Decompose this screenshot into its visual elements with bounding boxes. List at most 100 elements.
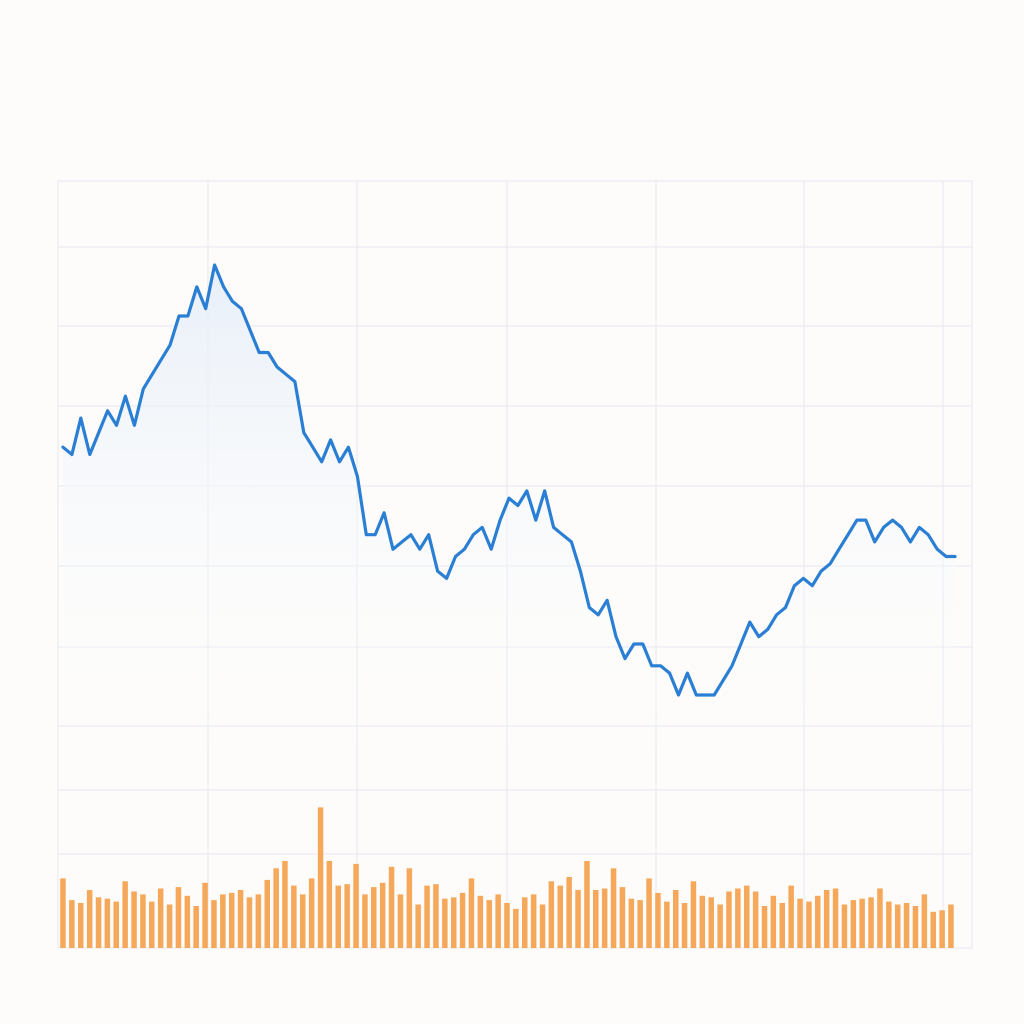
volume-bar-98 xyxy=(930,911,936,949)
volume-bar-5 xyxy=(104,898,111,948)
volume-bar-30 xyxy=(326,861,333,948)
volume-bar-23 xyxy=(264,879,270,948)
volume-bar-62 xyxy=(610,868,617,949)
volume-bar-46 xyxy=(468,878,475,948)
volume-bar-79 xyxy=(761,906,768,948)
volume-bar-48 xyxy=(486,900,492,948)
price-area-fill xyxy=(63,265,955,760)
volume-bar-71 xyxy=(690,881,697,948)
volume-bar-64 xyxy=(628,898,635,948)
volume-bar-41 xyxy=(424,885,430,948)
volume-bar-0 xyxy=(60,878,66,948)
volume-bar-14 xyxy=(184,895,191,948)
volume-bar-80 xyxy=(770,895,777,948)
volume-bar-25 xyxy=(282,861,288,948)
volume-bar-93 xyxy=(886,901,892,948)
volume-bar-33 xyxy=(353,863,359,948)
volume-bar-67 xyxy=(655,892,661,948)
volume-bar-11 xyxy=(157,888,164,948)
volume-bar-26 xyxy=(291,885,297,948)
volume-bar-8 xyxy=(131,891,137,949)
volume-bar-45 xyxy=(459,892,466,948)
volume-bar-39 xyxy=(406,868,413,949)
volume-bar-50 xyxy=(504,903,510,948)
volume-bar-85 xyxy=(815,895,821,948)
volume-bar-15 xyxy=(193,906,199,948)
volume-bar-76 xyxy=(735,888,741,948)
volume-bar-69 xyxy=(673,890,679,948)
volume-bar-17 xyxy=(211,900,217,948)
volume-bar-77 xyxy=(744,885,750,948)
volume-bar-63 xyxy=(619,887,626,948)
volume-bar-90 xyxy=(859,898,865,948)
volume-bar-42 xyxy=(433,884,439,948)
volume-bar-2 xyxy=(78,903,84,948)
volume-bar-38 xyxy=(397,894,404,948)
volume-bar-3 xyxy=(86,890,93,948)
volume-bar-4 xyxy=(95,897,102,949)
volume-bar-32 xyxy=(344,884,350,948)
volume-bar-19 xyxy=(229,892,235,948)
volume-bar-75 xyxy=(726,891,732,949)
volume-bar-58 xyxy=(575,890,581,948)
volume-bar-12 xyxy=(166,904,173,948)
volume-bar-82 xyxy=(788,885,794,948)
volume-bar-92 xyxy=(877,888,883,948)
volume-bar-74 xyxy=(717,904,723,948)
volume-bar-29 xyxy=(317,807,324,949)
volume-bars xyxy=(60,807,954,949)
area-layer xyxy=(63,265,955,760)
volume-bar-16 xyxy=(202,882,208,949)
volume-bar-7 xyxy=(122,881,128,948)
volume-bar-57 xyxy=(566,877,572,948)
volume-bar-73 xyxy=(708,897,714,949)
price-line xyxy=(61,263,957,697)
volume-bar-84 xyxy=(806,901,812,948)
volume-bar-6 xyxy=(113,901,119,948)
volume-bar-89 xyxy=(850,900,857,948)
volume-bar-49 xyxy=(495,894,501,948)
volume-bar-96 xyxy=(912,906,919,948)
volume-bar-95 xyxy=(903,903,910,948)
volume-bar-88 xyxy=(841,904,848,948)
volume-bar-28 xyxy=(308,878,315,948)
volume-bar-86 xyxy=(823,890,830,948)
price-line-layer xyxy=(61,263,957,697)
volume-bar-68 xyxy=(664,901,670,948)
volume-bar-9 xyxy=(140,894,146,948)
volume-bar-47 xyxy=(477,895,484,948)
volume-bar-27 xyxy=(300,894,306,948)
volume-bar-65 xyxy=(637,900,643,948)
volume-bar-99 xyxy=(939,910,945,948)
volume-bar-1 xyxy=(69,900,75,948)
volume-bar-100 xyxy=(948,904,954,948)
volume-bar-21 xyxy=(246,897,253,949)
volume-bar-61 xyxy=(601,888,608,948)
volume-bar-18 xyxy=(220,894,226,948)
volume-bar-83 xyxy=(797,898,803,948)
volume-bar-35 xyxy=(371,887,377,948)
volume-bar-51 xyxy=(513,908,519,949)
volume-bar-37 xyxy=(388,866,395,948)
volume-bar-97 xyxy=(921,894,928,948)
volume-bar-78 xyxy=(752,891,759,949)
volume-bar-87 xyxy=(832,888,839,948)
volume-bar-53 xyxy=(530,894,537,948)
volume-bar-40 xyxy=(415,904,421,948)
volume-bar-56 xyxy=(557,885,563,948)
volume-bar-43 xyxy=(442,898,448,948)
volume-bar-36 xyxy=(379,882,386,949)
volume-bar-31 xyxy=(335,885,341,948)
volume-bar-22 xyxy=(255,894,262,948)
volume-bar-20 xyxy=(237,890,244,948)
volume-bar-13 xyxy=(175,887,182,948)
volume-bar-70 xyxy=(681,903,688,948)
volume-bar-94 xyxy=(895,904,901,948)
volume-bar-24 xyxy=(273,868,279,949)
volume-bar-55 xyxy=(548,881,555,948)
volume-bar-72 xyxy=(699,895,706,948)
volume-bar-52 xyxy=(522,897,528,949)
volume-bar-60 xyxy=(593,890,599,948)
